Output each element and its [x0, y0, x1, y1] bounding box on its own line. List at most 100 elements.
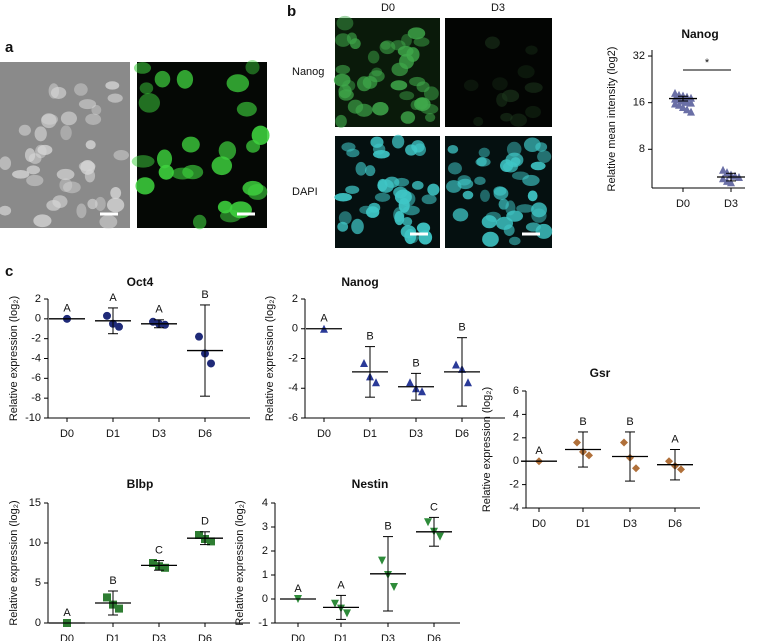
cell [87, 198, 98, 210]
data-point [390, 583, 398, 591]
micrographs [0, 15, 553, 248]
cell [457, 175, 472, 186]
group-label: C [430, 501, 438, 513]
cell [525, 105, 541, 119]
x-tick-label: D6 [198, 633, 212, 641]
cell [509, 236, 521, 246]
x-tick-label: D1 [363, 428, 377, 440]
cell [338, 89, 354, 101]
y-tick-label: -4 [288, 382, 298, 394]
y-tick-label: 1 [262, 569, 268, 581]
y-tick-label: 2 [35, 293, 41, 305]
data-point [115, 604, 123, 613]
cell [345, 185, 360, 195]
cell [192, 214, 207, 230]
y-tick-label: 0 [262, 593, 268, 605]
significance-label: * [705, 57, 710, 69]
y-tick-label: 2 [262, 545, 268, 557]
cell [50, 86, 67, 99]
x-tick-label: D3 [409, 428, 423, 440]
cell [131, 155, 155, 168]
y-tick-label: -4 [509, 502, 519, 514]
cell [154, 70, 171, 88]
data-point [378, 556, 386, 565]
y-tick-label: -2 [509, 479, 519, 491]
group-label: B [626, 416, 633, 428]
y-tick-label: -10 [25, 412, 41, 424]
group-label: A [109, 292, 117, 304]
cell [500, 112, 513, 122]
cell [63, 181, 81, 194]
x-tick-label: D1 [106, 633, 120, 641]
data-point [207, 537, 215, 546]
x-tick-label: D3 [152, 633, 166, 641]
cell [452, 208, 469, 222]
data-point [632, 464, 640, 473]
group-label: A [320, 313, 328, 325]
data-point [719, 165, 727, 174]
group-label: B [412, 357, 419, 369]
cell [402, 205, 420, 216]
data-point [331, 599, 339, 608]
cell [484, 36, 500, 49]
cell [524, 82, 543, 93]
cell [413, 37, 430, 47]
cell [245, 60, 260, 75]
data-point [115, 322, 123, 331]
chart-title: Nanog [681, 27, 718, 41]
y-tick-label: 6 [513, 385, 519, 397]
group-label: A [535, 445, 543, 457]
cell [530, 161, 546, 171]
cell [493, 187, 509, 200]
cell [338, 211, 352, 225]
cell [34, 126, 47, 142]
panel-label: b [287, 3, 296, 20]
x-tick-label: D6 [198, 428, 212, 440]
data-point [679, 103, 687, 112]
cell [485, 211, 501, 223]
cell [510, 113, 527, 127]
cell [390, 80, 408, 91]
x-tick-label: D0 [532, 518, 546, 530]
cell [26, 174, 44, 187]
cell [391, 134, 405, 149]
y-tick-label: -2 [31, 333, 41, 345]
data-point [424, 518, 432, 527]
data-point [727, 178, 735, 187]
image-column-label: D3 [491, 2, 505, 14]
cell [527, 190, 538, 202]
y-tick-label: 4 [262, 497, 268, 509]
y-tick-label: -2 [288, 352, 298, 364]
cell [35, 144, 47, 159]
cell [176, 69, 194, 89]
data-point [406, 378, 414, 387]
cell [399, 91, 415, 101]
data-point [719, 174, 727, 183]
cell [374, 192, 391, 202]
chart-title: Nanog [341, 275, 378, 289]
cell [525, 222, 541, 232]
cell [218, 141, 237, 160]
cell [99, 214, 118, 229]
cell [498, 198, 509, 210]
cell [346, 32, 358, 45]
y-tick-label: -1 [258, 617, 268, 629]
cell [236, 101, 257, 117]
x-tick-label: D0 [60, 428, 74, 440]
image [445, 18, 552, 127]
y-axis-label: Relative expression (log₂) [481, 387, 493, 512]
y-axis-label: Relative mean intensity (log2) [606, 47, 618, 192]
data-point [585, 451, 593, 460]
cell [400, 111, 416, 124]
group-label: B [201, 289, 208, 301]
y-axis-label: Relative expression (log₂) [8, 500, 20, 625]
cell [411, 140, 425, 153]
cell [60, 125, 72, 141]
cell [427, 183, 440, 196]
cell [463, 79, 479, 92]
cell [447, 145, 459, 154]
y-tick-label: 10 [29, 537, 41, 549]
cell [217, 200, 233, 214]
cell [85, 113, 102, 125]
cell [0, 205, 12, 216]
